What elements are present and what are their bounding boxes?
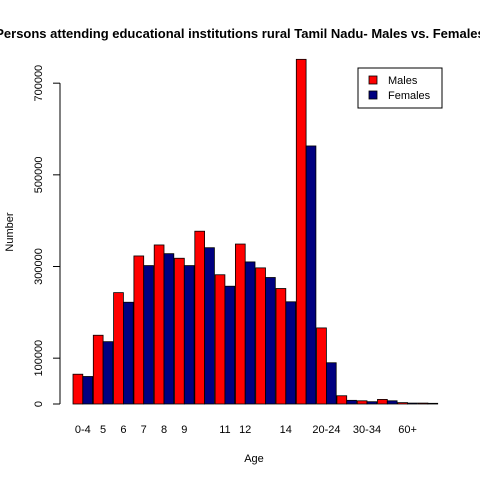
x-tick-label: 12 [239, 424, 251, 436]
chart-title: Persons attending educational institutio… [0, 26, 480, 41]
bar-males-12 [234, 243, 246, 405]
legend: Males Females [357, 67, 443, 109]
bar-males-Age-not-stated [417, 402, 429, 405]
bar-males-9 [174, 257, 185, 405]
bar-males-0-4 [72, 373, 84, 405]
bar-females-10 [204, 247, 215, 405]
bar-females-6 [123, 301, 134, 405]
legend-box [357, 67, 443, 109]
legend-swatch-males [368, 75, 378, 85]
bar-males-15-19 [295, 58, 307, 405]
x-tick-label: 5 [100, 424, 106, 436]
bar-females-30-34 [366, 401, 378, 405]
bar-males-11 [214, 274, 226, 405]
legend-swatch-females [368, 90, 378, 100]
bar-males-30-34 [356, 400, 368, 405]
bar-females-20-24 [325, 362, 337, 405]
bar-females-8 [163, 253, 175, 405]
x-axis-label: Age [244, 453, 264, 465]
bar-males-13 [255, 267, 266, 405]
x-tick-label: 60+ [398, 424, 417, 436]
x-tick-label: 0-4 [75, 424, 91, 436]
bar-females-13 [265, 277, 276, 405]
x-axis: 0-4 5 6 7 8 9 11 12 14 20-24 30-34 60+ [75, 424, 417, 436]
x-tick-label: 11 [219, 424, 230, 436]
y-tick-label: 700000 [33, 65, 45, 102]
bar-males-7 [133, 255, 145, 405]
bar-females-Age-not-stated [427, 402, 439, 405]
x-tick-label: 9 [181, 424, 187, 436]
bar-females-0-4 [82, 376, 94, 405]
bar-males-35-59 [377, 399, 388, 405]
bar-males-5 [92, 334, 104, 405]
x-tick-label: 7 [141, 424, 147, 436]
bar-females-14 [285, 301, 296, 405]
bar-males-10 [194, 230, 206, 405]
x-tick-label: 14 [280, 424, 292, 436]
bar-females-11 [224, 285, 236, 405]
bar-females-7 [143, 265, 154, 405]
y-tick-label: 0 [33, 401, 45, 407]
y-tick-label: 300000 [33, 248, 45, 285]
bar-males-8 [153, 244, 165, 405]
chart-title-text: Persons attending educational institutio… [0, 26, 480, 41]
x-tick-label: 8 [161, 424, 167, 436]
y-tick-label: 500000 [33, 156, 45, 193]
bar-males-60+ [397, 402, 408, 405]
bar-females-5 [102, 341, 114, 405]
bar-males-6 [113, 292, 124, 405]
bars [72, 58, 439, 405]
x-tick-label: 6 [120, 424, 126, 436]
bar-females-35-59 [386, 400, 398, 405]
bar-females-15-19 [305, 145, 317, 405]
y-axis: 0 100000 300000 500000 700000 [33, 65, 61, 407]
bar-females-12 [244, 261, 256, 405]
legend-label-males: Males [388, 75, 418, 87]
bar-males-14 [275, 288, 287, 405]
bar-females-60+ [407, 402, 418, 405]
bar-males-20-24 [316, 327, 327, 405]
bar-females-25-29 [346, 399, 357, 405]
x-tick-label: 20-24 [312, 424, 340, 436]
bar-females-9 [183, 265, 195, 405]
x-tick-label: 30-34 [353, 424, 381, 436]
y-tick-label: 100000 [33, 340, 45, 377]
legend-label-females: Females [388, 90, 431, 102]
y-axis-label: Number [4, 212, 16, 251]
bar-males-25-29 [336, 395, 348, 405]
